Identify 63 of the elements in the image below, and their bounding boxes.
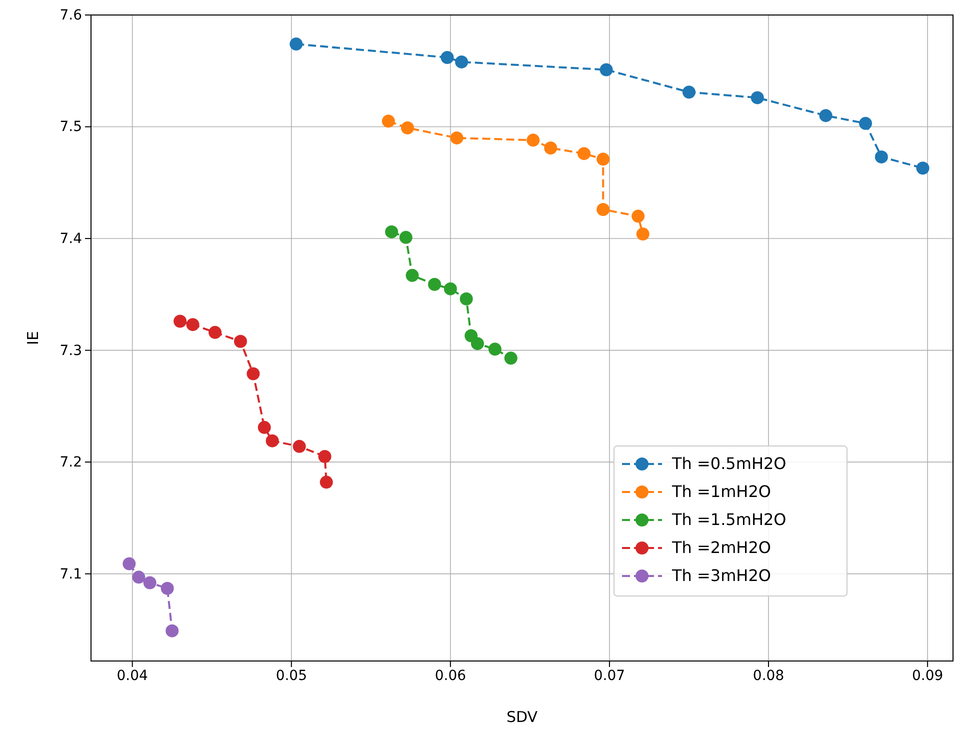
point xyxy=(460,292,473,306)
x-tick-label: 0.08 xyxy=(752,668,784,684)
x-tick-label: 0.05 xyxy=(276,668,307,684)
point xyxy=(292,440,306,453)
point xyxy=(526,134,540,147)
point xyxy=(578,147,591,160)
point xyxy=(266,434,279,448)
point xyxy=(399,230,412,244)
point xyxy=(750,91,764,104)
point xyxy=(874,150,888,164)
x-axis-title: SDV xyxy=(506,708,538,726)
point xyxy=(428,278,442,291)
y-tick-label: 7.1 xyxy=(60,566,82,582)
point xyxy=(234,334,247,348)
point xyxy=(819,109,832,122)
point xyxy=(122,557,136,570)
x-tick-label: 0.07 xyxy=(594,668,626,684)
point xyxy=(318,450,332,463)
point xyxy=(682,86,696,99)
point xyxy=(596,152,610,166)
x-tick-label: 0.04 xyxy=(116,668,148,684)
point xyxy=(143,576,156,590)
y-tick-label: 7.4 xyxy=(60,231,82,248)
point xyxy=(470,337,484,350)
point xyxy=(600,63,613,76)
point xyxy=(440,50,454,64)
point xyxy=(406,268,419,282)
x-tick-label: 0.09 xyxy=(912,668,944,684)
point xyxy=(132,570,146,584)
y-tick-label: 7.5 xyxy=(60,119,82,136)
point xyxy=(444,282,457,296)
legend-label: Th =1mH2O xyxy=(671,482,771,501)
point xyxy=(174,314,187,328)
x-tick-label: 0.06 xyxy=(434,668,466,684)
point xyxy=(246,367,260,380)
point xyxy=(632,210,645,223)
y-tick-label: 7.6 xyxy=(60,7,82,24)
point xyxy=(290,38,303,51)
point xyxy=(400,121,414,134)
point xyxy=(455,55,468,68)
point xyxy=(859,116,872,130)
legend-label: Th =3mH2O xyxy=(671,566,771,585)
point xyxy=(166,624,179,638)
point xyxy=(186,318,200,332)
y-tick-label: 7.3 xyxy=(60,342,82,359)
point xyxy=(208,326,222,339)
legend-label: Th =0.5mH2O xyxy=(671,454,786,473)
point xyxy=(596,202,610,216)
point xyxy=(258,420,271,434)
point xyxy=(504,352,518,365)
point xyxy=(160,582,174,595)
point xyxy=(382,114,395,128)
y-tick-label: 7.2 xyxy=(60,454,82,471)
legend-label: Th =1.5mH2O xyxy=(671,510,786,529)
point xyxy=(320,476,333,489)
legend-label: Th =2mH2O xyxy=(671,538,771,557)
point xyxy=(385,225,398,238)
point xyxy=(544,142,558,154)
y-axis-title: IE xyxy=(24,331,42,345)
point xyxy=(916,162,930,175)
point xyxy=(488,342,502,356)
point xyxy=(450,131,464,144)
point xyxy=(636,228,650,241)
